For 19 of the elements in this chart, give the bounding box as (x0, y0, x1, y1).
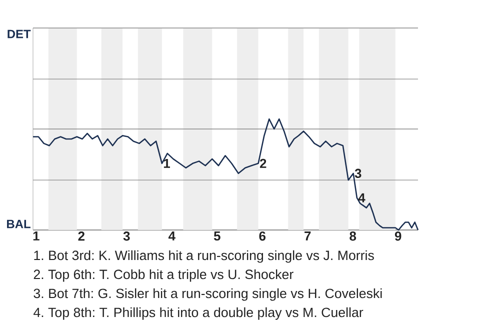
text: 3. Bot 7th: G. Sisler hit a run-scoring single vs H. Coveleski (34, 288, 382, 301)
annotation: 2 (260, 158, 266, 168)
x-tick-label: 9 (394, 232, 402, 241)
x-tick-label: 1 (33, 232, 40, 240)
x-tick-label: 7 (304, 232, 311, 240)
text: 2. Top 6th: T. Cobb hit a triple vs U. Shocker (34, 269, 294, 282)
x-tick-label: 4 (168, 232, 176, 240)
x-tick-label: 2 (78, 232, 84, 241)
x-tick-label: 5 (214, 232, 220, 241)
text: 1. Bot 3rd: K. Williams hit a run-scoring single vs J. Morris (34, 250, 374, 263)
annotation: 4 (358, 193, 366, 202)
annotation: 1 (164, 158, 170, 168)
text: BAL (7, 220, 30, 228)
annotation: 3 (354, 168, 362, 178)
x-tick-label: 8 (350, 232, 356, 241)
text: 4. Top 8th: T. Phillips hit into a double play vs M. Cuellar (34, 307, 364, 320)
x-tick-label: 6 (259, 232, 266, 241)
text: DET (8, 30, 31, 38)
x-tick-label: 3 (123, 232, 130, 241)
